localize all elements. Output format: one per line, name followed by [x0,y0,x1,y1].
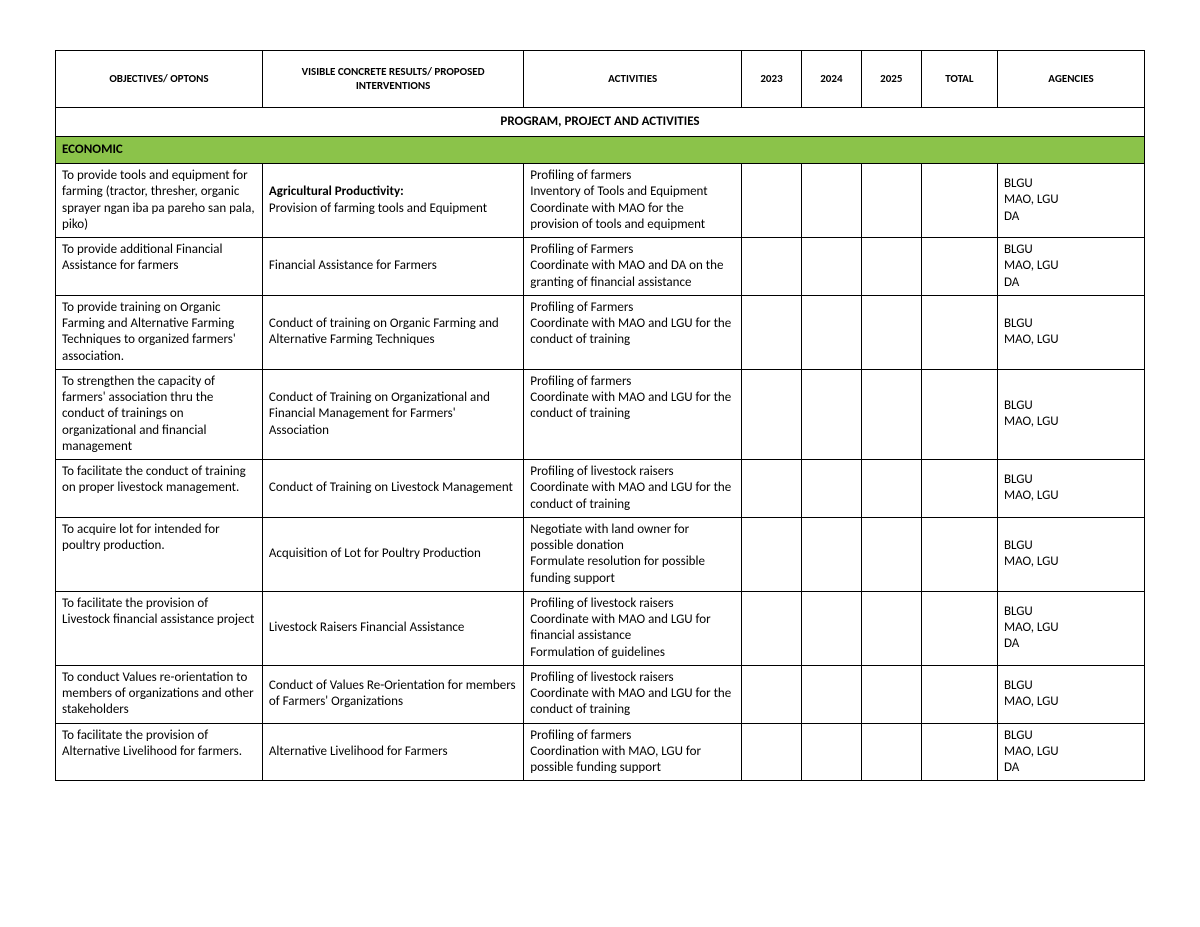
cell-y2024 [801,723,861,781]
category-label: ECONOMIC [56,136,1145,163]
table-row: To provide additional Financial Assistan… [56,238,1145,296]
header-2023: 2023 [742,51,802,108]
cell-total [921,238,997,296]
cell-y2025 [861,238,921,296]
cell-activities: Profiling of FarmersCoordinate with MAO … [524,238,742,296]
cell-y2025 [861,369,921,459]
cell-y2025 [861,460,921,518]
cell-activities: Profiling of farmersCoordinate with MAO … [524,369,742,459]
cell-activities: Profiling of farmersCoordination with MA… [524,723,742,781]
cell-y2025 [861,164,921,238]
cell-y2023 [742,238,802,296]
cell-objective: To provide training on Organic Farming a… [56,295,263,369]
cell-intervention: Conduct of Values Re-Orientation for mem… [262,665,523,723]
category-row: ECONOMIC [56,136,1145,163]
cell-agencies: BLGUMAO, LGUDA [997,238,1144,296]
cell-intervention: Livestock Raisers Financial Assistance [262,591,523,665]
table-row: To facilitate the provision of Alternati… [56,723,1145,781]
cell-activities: Profiling of FarmersCoordinate with MAO … [524,295,742,369]
cell-y2024 [801,164,861,238]
header-activities: ACTIVITIES [524,51,742,108]
cell-y2023 [742,460,802,518]
header-row: OBJECTIVES/ OPTONS VISIBLE CONCRETE RESU… [56,51,1145,108]
cell-y2023 [742,369,802,459]
cell-total [921,591,997,665]
table-row: To provide training on Organic Farming a… [56,295,1145,369]
cell-intervention: Agricultural Productivity:Provision of f… [262,164,523,238]
cell-y2024 [801,238,861,296]
cell-total [921,369,997,459]
cell-y2023 [742,295,802,369]
cell-y2024 [801,517,861,591]
cell-objective: To facilitate the provision of Livestock… [56,591,263,665]
cell-objective: To facilitate the conduct of training on… [56,460,263,518]
cell-y2024 [801,591,861,665]
cell-activities: Profiling of livestock raisersCoordinate… [524,591,742,665]
cell-activities: Profiling of livestock raisersCoordinate… [524,460,742,518]
cell-total [921,164,997,238]
header-objectives: OBJECTIVES/ OPTONS [56,51,263,108]
table-row: To conduct Values re-orientation to memb… [56,665,1145,723]
cell-objective: To facilitate the provision of Alternati… [56,723,263,781]
cell-agencies: BLGUMAO, LGU [997,295,1144,369]
cell-total [921,665,997,723]
table-row: To facilitate the provision of Livestock… [56,591,1145,665]
cell-y2023 [742,164,802,238]
cell-y2023 [742,723,802,781]
cell-objective: To strengthen the capacity of farmers' a… [56,369,263,459]
cell-y2024 [801,369,861,459]
section-title: PROGRAM, PROJECT AND ACTIVITIES [56,107,1145,136]
table-row: To provide tools and equipment for farmi… [56,164,1145,238]
cell-intervention: Conduct of training on Organic Farming a… [262,295,523,369]
cell-agencies: BLGUMAO, LGU [997,460,1144,518]
program-table: OBJECTIVES/ OPTONS VISIBLE CONCRETE RESU… [55,50,1145,781]
cell-total [921,460,997,518]
cell-objective: To conduct Values re-orientation to memb… [56,665,263,723]
cell-y2023 [742,517,802,591]
table-row: To facilitate the conduct of training on… [56,460,1145,518]
cell-total [921,295,997,369]
cell-activities: Negotiate with land owner for possible d… [524,517,742,591]
cell-intervention: Financial Assistance for Farmers [262,238,523,296]
cell-y2023 [742,665,802,723]
cell-activities: Profiling of farmersInventory of Tools a… [524,164,742,238]
table-body: PROGRAM, PROJECT AND ACTIVITIES ECONOMIC… [56,107,1145,781]
cell-y2025 [861,723,921,781]
cell-intervention: Conduct of Training on Livestock Managem… [262,460,523,518]
cell-intervention: Conduct of Training on Organizational an… [262,369,523,459]
header-2024: 2024 [801,51,861,108]
cell-y2023 [742,591,802,665]
cell-agencies: BLGUMAO, LGUDA [997,591,1144,665]
cell-y2024 [801,295,861,369]
cell-agencies: BLGUMAO, LGUDA [997,164,1144,238]
table-row: To acquire lot for intended for poultry … [56,517,1145,591]
cell-intervention: Acquisition of Lot for Poultry Productio… [262,517,523,591]
cell-agencies: BLGUMAO, LGU [997,517,1144,591]
cell-y2025 [861,517,921,591]
header-agencies: AGENCIES [997,51,1144,108]
cell-objective: To acquire lot for intended for poultry … [56,517,263,591]
section-title-row: PROGRAM, PROJECT AND ACTIVITIES [56,107,1145,136]
cell-y2025 [861,665,921,723]
header-interventions: VISIBLE CONCRETE RESULTS/ PROPOSED INTER… [262,51,523,108]
cell-total [921,723,997,781]
cell-agencies: BLGUMAO, LGUDA [997,723,1144,781]
cell-objective: To provide additional Financial Assistan… [56,238,263,296]
cell-total [921,517,997,591]
cell-activities: Profiling of livestock raisersCoordinate… [524,665,742,723]
cell-agencies: BLGUMAO, LGU [997,665,1144,723]
cell-y2025 [861,295,921,369]
cell-objective: To provide tools and equipment for farmi… [56,164,263,238]
cell-y2025 [861,591,921,665]
cell-intervention: Alternative Livelihood for Farmers [262,723,523,781]
header-total: TOTAL [921,51,997,108]
table-row: To strengthen the capacity of farmers' a… [56,369,1145,459]
cell-y2024 [801,460,861,518]
cell-agencies: BLGUMAO, LGU [997,369,1144,459]
header-2025: 2025 [861,51,921,108]
cell-y2024 [801,665,861,723]
